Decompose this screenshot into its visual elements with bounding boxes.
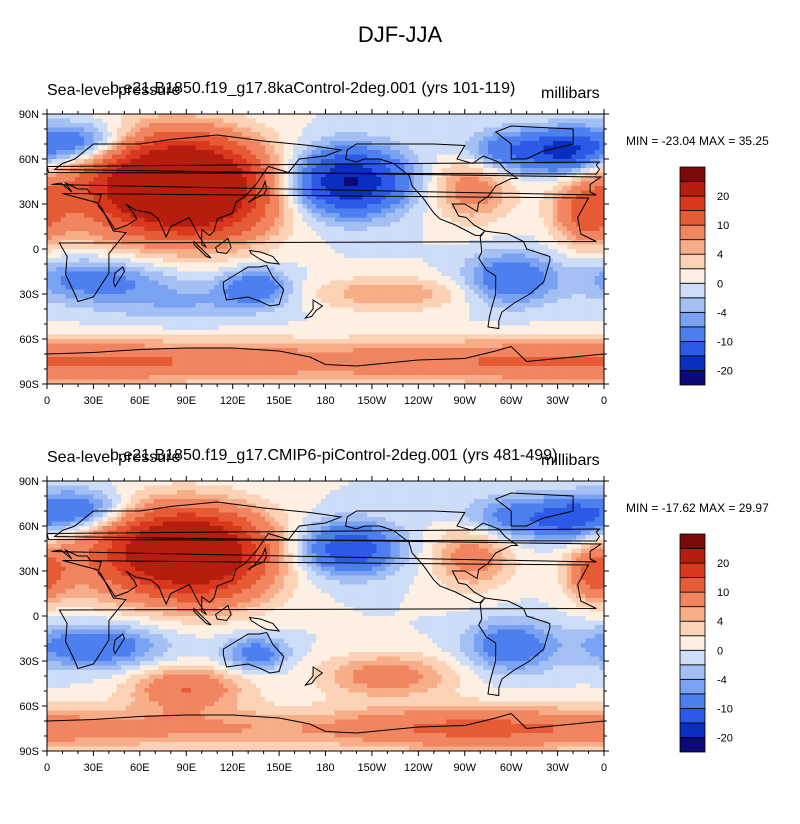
lon-tick-label: 90W <box>453 762 476 774</box>
lon-tick-label: 30W <box>546 395 569 407</box>
lat-tick-label: 30N <box>19 199 39 211</box>
lon-tick-label: 30W <box>546 762 569 774</box>
lat-tick-label: 60N <box>19 154 39 166</box>
lon-tick-label: 0 <box>44 395 50 407</box>
colorbar-swatch <box>680 592 705 607</box>
colorbar-label: 20 <box>717 558 729 570</box>
contour-map: 90N 60N 30N 0 30S 60S 90S 0 30E 60E 90E 120E 150E 180… <box>0 474 800 824</box>
colorbar-swatch <box>680 694 705 709</box>
colorbar-swatch <box>680 211 705 226</box>
colorbar-swatch <box>680 534 705 549</box>
lon-tick-label: 60E <box>130 762 150 774</box>
colorbar-label: -20 <box>717 366 733 378</box>
colorbar-swatch <box>680 549 705 564</box>
lon-tick-label: 90E <box>176 395 196 407</box>
lat-tick-label: 0 <box>33 611 39 623</box>
colorbar-label: 0 <box>717 645 723 657</box>
colorbar-label: 10 <box>717 220 729 232</box>
lon-tick-label: 120E <box>220 395 246 407</box>
lon-tick-label: 90W <box>453 395 476 407</box>
lon-tick-label: 150W <box>358 395 387 407</box>
lon-tick-label: 150W <box>358 762 387 774</box>
colorbar-swatch <box>680 636 705 651</box>
map-panel-top: Sea-level pressure b.e21.B1850.f19_g17.8… <box>0 67 800 457</box>
lat-tick-label: 60S <box>19 334 39 346</box>
lon-tick-label: 120E <box>220 762 246 774</box>
colorbar-swatch <box>680 196 705 211</box>
figure-title: DJF-JJA <box>0 22 800 48</box>
lon-tick-label: 90E <box>176 762 196 774</box>
colorbar-swatch <box>680 312 705 327</box>
colorbar-swatch <box>680 563 705 578</box>
lat-tick-label: 30S <box>19 656 39 668</box>
lon-tick-label: 180 <box>316 762 334 774</box>
contour-map: 90N 60N 30N 0 30S 60S 90S 0 30E 60E 90E 120E 150E 180… <box>0 107 800 457</box>
colorbar-label: -4 <box>717 674 727 686</box>
lon-tick-label: 30E <box>84 395 104 407</box>
panel-units: millibars <box>541 85 600 103</box>
colorbar-swatch <box>680 283 705 298</box>
colorbar-swatch <box>680 298 705 313</box>
colorbar-label: -4 <box>717 307 727 319</box>
lat-tick-label: 90S <box>19 746 39 758</box>
pressure-field <box>47 114 605 385</box>
lon-tick-label: 150E <box>266 395 292 407</box>
colorbar-swatch <box>680 578 705 593</box>
colorbar-label: 20 <box>717 191 729 203</box>
colorbar-swatch <box>680 607 705 622</box>
colorbar-label: 4 <box>717 249 723 261</box>
colorbar-label: 10 <box>717 587 729 599</box>
lon-tick-label: 60W <box>500 395 523 407</box>
lon-tick-label: 0 <box>601 395 607 407</box>
colorbar: 20 10 4 0 -4 -10 -20 <box>680 167 733 385</box>
panel-case-title: b.e21.B1850.f19_g17.8kaControl-2deg.001 … <box>110 80 515 98</box>
lon-tick-label: 0 <box>601 762 607 774</box>
lat-tick-label: 30S <box>19 289 39 301</box>
colorbar-label: -10 <box>717 336 733 348</box>
lat-tick-label: 60N <box>19 521 39 533</box>
colorbar-swatch <box>680 356 705 371</box>
colorbar-swatch <box>680 679 705 694</box>
colorbar-swatch <box>680 650 705 665</box>
lon-tick-label: 120W <box>404 395 433 407</box>
pressure-field <box>47 481 605 752</box>
lon-tick-label: 30E <box>84 762 104 774</box>
lon-tick-label: 150E <box>266 762 292 774</box>
colorbar-swatch <box>680 737 705 752</box>
colorbar-swatch <box>680 269 705 284</box>
colorbar-swatch <box>680 621 705 636</box>
map-panel-bottom: Sea-level pressure b.e21.B1850.f19_g17.C… <box>0 434 800 824</box>
lon-tick-label: 60E <box>130 395 150 407</box>
lon-tick-label: 60W <box>500 762 523 774</box>
colorbar-label: 4 <box>717 616 723 628</box>
colorbar-swatch <box>680 167 705 182</box>
colorbar-swatch <box>680 182 705 197</box>
lat-tick-label: 60S <box>19 701 39 713</box>
colorbar-swatch <box>680 665 705 680</box>
colorbar-swatch <box>680 370 705 385</box>
lon-tick-label: 0 <box>44 762 50 774</box>
colorbar-label: -10 <box>717 703 733 715</box>
colorbar: 20 10 4 0 -4 -10 -20 <box>680 534 733 752</box>
lat-tick-label: 30N <box>19 566 39 578</box>
panel-units: millibars <box>541 452 600 470</box>
colorbar-swatch <box>680 341 705 356</box>
colorbar-label: 0 <box>717 278 723 290</box>
lat-tick-label: 90S <box>19 379 39 391</box>
lon-tick-label: 120W <box>404 762 433 774</box>
lat-tick-label: 0 <box>33 244 39 256</box>
colorbar-swatch <box>680 708 705 723</box>
colorbar-swatch <box>680 225 705 240</box>
lon-tick-label: 180 <box>316 395 334 407</box>
lat-tick-label: 90N <box>19 109 39 121</box>
lat-tick-label: 90N <box>19 476 39 488</box>
colorbar-swatch <box>680 723 705 738</box>
colorbar-label: -20 <box>717 733 733 745</box>
colorbar-swatch <box>680 254 705 269</box>
colorbar-swatch <box>680 240 705 255</box>
colorbar-swatch <box>680 327 705 342</box>
panel-case-title: b.e21.B1850.f19_g17.CMIP6-piControl-2deg… <box>110 447 557 465</box>
